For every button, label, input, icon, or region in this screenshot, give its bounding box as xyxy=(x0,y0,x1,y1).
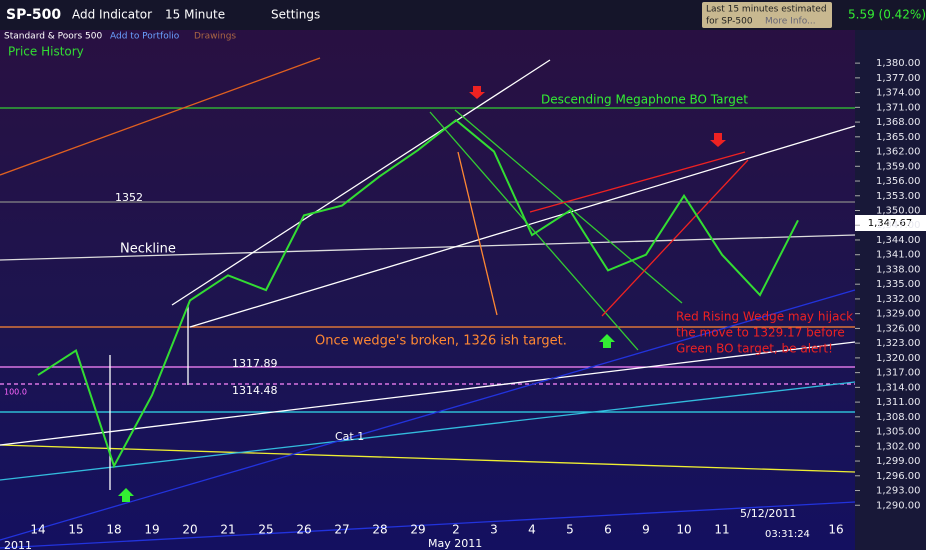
y-tick-label: 1,365.00 xyxy=(876,132,921,143)
add-indicator[interactable]: Add Indicator xyxy=(72,8,152,22)
symbol[interactable]: SP-500 xyxy=(6,7,61,23)
y-tick-label: 1,293.00 xyxy=(876,486,921,497)
y-tick-label: 1,368.00 xyxy=(876,117,921,128)
annotation: Descending Megaphone BO Target xyxy=(541,93,748,107)
price-line xyxy=(37,118,799,469)
y-tick-label: 1,341.00 xyxy=(876,250,921,261)
y-tick-label: 1,299.00 xyxy=(876,456,921,467)
instrument-name: Standard & Poors 500 xyxy=(4,32,103,42)
interval[interactable]: 15 Minute xyxy=(165,8,225,22)
annotation: 1352 xyxy=(115,191,143,204)
y-tick-label: 1,308.00 xyxy=(876,412,921,423)
x-tick-label: 5 xyxy=(566,523,574,537)
x-tick-label: 15 xyxy=(68,523,83,537)
y-tick-label: 1,350.00 xyxy=(876,206,921,217)
annotation: 1317.89 xyxy=(232,357,278,370)
year-label: 2011 xyxy=(4,539,32,550)
y-tick-label: 1,362.00 xyxy=(876,147,921,158)
annotation: Green BO target, be alert! xyxy=(676,342,833,356)
y-tick-label: 1,302.00 xyxy=(876,441,921,452)
x-tick-label: 29 xyxy=(410,523,425,537)
settings[interactable]: Settings xyxy=(271,8,320,22)
delay-note: for SP-500 xyxy=(706,17,753,27)
y-tick-label: 1,314.00 xyxy=(876,382,921,393)
month-label: May 2011 xyxy=(428,537,482,550)
y-tick-label: 1,329.00 xyxy=(876,309,921,320)
y-tick-label: 1,359.00 xyxy=(876,161,921,172)
x-tick-label: 26 xyxy=(296,523,311,537)
drawings[interactable]: Drawings xyxy=(194,32,236,42)
time: 03:31:24 xyxy=(765,529,810,540)
annotation: Once wedge's broken, 1326 ish target. xyxy=(315,334,567,349)
x-tick-label: 25 xyxy=(258,523,273,537)
more-info[interactable]: More Info... xyxy=(765,17,816,27)
x-tick-label: 2 xyxy=(452,523,460,537)
x-tick-label: 28 xyxy=(372,523,387,537)
x-tick-label: 27 xyxy=(334,523,349,537)
x-tick-label: 16 xyxy=(828,523,843,537)
change: 5.59 (0.42%) xyxy=(848,8,926,22)
y-tick-label: 1,317.00 xyxy=(876,368,921,379)
y-tick-label: 1,338.00 xyxy=(876,264,921,275)
x-tick-label: 14 xyxy=(30,523,45,537)
x-tick-label: 4 xyxy=(528,523,536,537)
y-tick-label: 1,356.00 xyxy=(876,176,921,187)
x-tick-label: 11 xyxy=(714,523,729,537)
price-history[interactable]: Price History xyxy=(8,45,84,59)
y-tick-label: 1,320.00 xyxy=(876,353,921,364)
x-tick-label: 9 xyxy=(642,523,650,537)
delay-box xyxy=(702,2,832,28)
y-tick-label: 1,353.00 xyxy=(876,191,921,202)
y-tick-label: 1,326.00 xyxy=(876,323,921,334)
delay-note: Last 15 minutes estimated xyxy=(706,5,827,15)
annotation: the move to 1329.17 before xyxy=(676,326,845,340)
x-tick-label: 6 xyxy=(604,523,612,537)
x-tick-label: 10 xyxy=(676,523,691,537)
y-tick-label: 1,296.00 xyxy=(876,471,921,482)
y-tick-label: 1,344.00 xyxy=(876,235,921,246)
y-tick-label: 1,380.00 xyxy=(876,58,921,69)
date-box: 5/12/2011 xyxy=(740,507,796,520)
annotation: 100.0 xyxy=(4,388,27,397)
y-tick-label: 1,371.00 xyxy=(876,102,921,113)
add-to-portfolio[interactable]: Add to Portfolio xyxy=(110,32,180,42)
y-tick-label: 1,374.00 xyxy=(876,88,921,99)
x-tick-label: 3 xyxy=(490,523,498,537)
y-axis-panel xyxy=(855,30,926,550)
annotation: Red Rising Wedge may hijack xyxy=(676,310,853,324)
y-tick-label: 1,335.00 xyxy=(876,279,921,290)
y-tick-label: 1,290.00 xyxy=(876,500,921,511)
last-price: 1,347.67 xyxy=(868,218,913,229)
last-price-box xyxy=(855,215,926,231)
x-tick-label: 21 xyxy=(220,523,235,537)
annotation: Neckline xyxy=(120,242,176,257)
annotation: Cat 1 xyxy=(335,430,364,443)
y-tick-label: 1,377.00 xyxy=(876,73,921,84)
y-tick-label: 1,347.00 xyxy=(876,220,921,231)
x-tick-label: 18 xyxy=(106,523,121,537)
x-tick-label: 19 xyxy=(144,523,159,537)
y-tick-label: 1,323.00 xyxy=(876,338,921,349)
y-tick-label: 1,311.00 xyxy=(876,397,921,408)
y-tick-label: 1,305.00 xyxy=(876,427,921,438)
x-tick-label: 20 xyxy=(182,523,197,537)
y-tick-label: 1,332.00 xyxy=(876,294,921,305)
annotation: 1314.48 xyxy=(232,384,278,397)
